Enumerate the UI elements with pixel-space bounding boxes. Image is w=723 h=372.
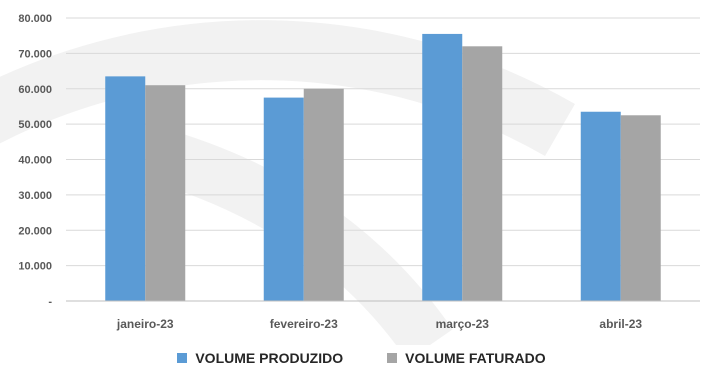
bar-produzido	[580, 111, 621, 302]
x-axis-categories: janeiro-23 fevereiro-23 março-23 abril-23	[116, 317, 643, 331]
bar-produzido	[105, 76, 146, 302]
y-tick-label: -	[48, 296, 52, 308]
x-category-label: abril-23	[599, 317, 642, 331]
y-tick-label: 40.000	[18, 155, 52, 167]
legend-swatch-produzido	[177, 353, 188, 363]
legend-item-produzido: VOLUME PRODUZIDO	[177, 350, 343, 366]
x-category-label: fevereiro-23	[270, 317, 338, 331]
bars	[105, 33, 661, 302]
x-category-label: janeiro-23	[116, 317, 174, 331]
bar-faturado	[620, 115, 661, 301]
y-tick-label: 10.000	[18, 261, 52, 273]
bar-produzido	[422, 33, 463, 301]
bar-produzido	[263, 97, 304, 301]
y-axis-ticks: - 10.000 20.000 30.000 40.000 50.000 60.000 70.…	[18, 13, 52, 308]
y-tick-label: 60.000	[18, 84, 52, 96]
bar-faturado	[145, 85, 186, 302]
legend: VOLUME PRODUZIDO VOLUME FATURADO	[0, 350, 723, 366]
legend-item-faturado: VOLUME FATURADO	[387, 350, 546, 366]
y-tick-label: 70.000	[18, 48, 52, 60]
legend-swatch-faturado	[387, 353, 398, 363]
y-tick-label: 30.000	[18, 190, 52, 202]
legend-label-produzido: VOLUME PRODUZIDO	[195, 350, 344, 366]
legend-label-faturado: VOLUME FATURADO	[405, 350, 546, 366]
bar-faturado	[462, 46, 503, 301]
x-category-label: março-23	[436, 317, 490, 331]
y-tick-label: 50.000	[18, 119, 52, 131]
bar-faturado	[303, 88, 344, 301]
bar-chart: - 10.000 20.000 30.000 40.000 50.000 60.000 70.…	[0, 13, 700, 345]
y-tick-label: 20.000	[18, 225, 52, 237]
y-tick-label: 80.000	[18, 13, 52, 25]
